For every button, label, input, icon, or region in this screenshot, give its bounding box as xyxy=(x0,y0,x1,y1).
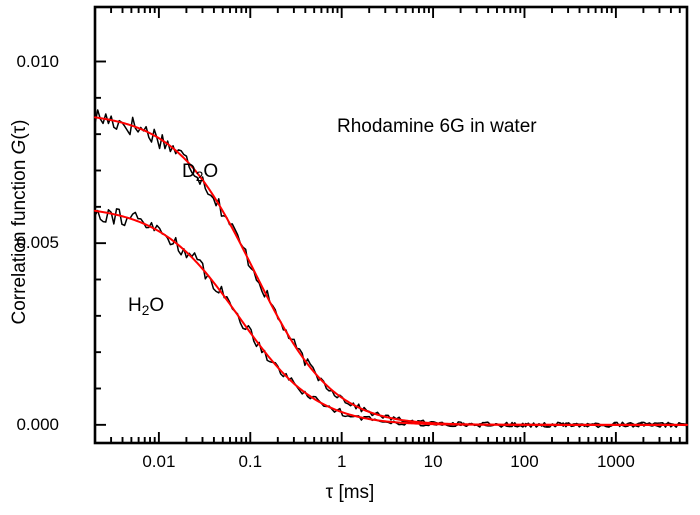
y-tick-label: 0.000 xyxy=(16,414,59,434)
d2o-oxygen: O xyxy=(203,161,219,182)
data-curves xyxy=(94,109,688,429)
h2o-oxygen: O xyxy=(149,295,165,316)
h2o-element: H xyxy=(128,295,142,316)
x-axis-title: τ [ms] xyxy=(325,482,375,503)
x-tick-label: 1 xyxy=(336,452,347,471)
y-axis-title-symbol: G xyxy=(9,139,30,154)
x-tick-label: 1000 xyxy=(596,452,635,471)
x-tick-label: 0.01 xyxy=(142,452,176,471)
y-axis-title-arg: (τ) xyxy=(9,119,30,140)
y-axis-title: Correlation function G(τ) xyxy=(9,119,31,324)
axes-frame xyxy=(93,5,689,445)
x-tick-label: 100 xyxy=(510,452,539,471)
annotation-d2o-curve: D2O xyxy=(182,161,218,184)
annotation-sample-title: Rhodamine 6G in water xyxy=(337,116,537,137)
d2o-element: D xyxy=(182,161,196,182)
annotation-h2o-curve: H2O xyxy=(128,295,164,318)
h2o-subscript: 2 xyxy=(141,302,150,318)
x-tick-label: 0.1 xyxy=(238,452,263,471)
y-tick-label: 0.010 xyxy=(16,51,59,71)
y-tick-label: 0.005 xyxy=(16,233,59,253)
axis-ticks xyxy=(94,7,688,443)
d2o-subscript: 2 xyxy=(195,168,204,184)
x-tick-label: 10 xyxy=(423,452,443,471)
